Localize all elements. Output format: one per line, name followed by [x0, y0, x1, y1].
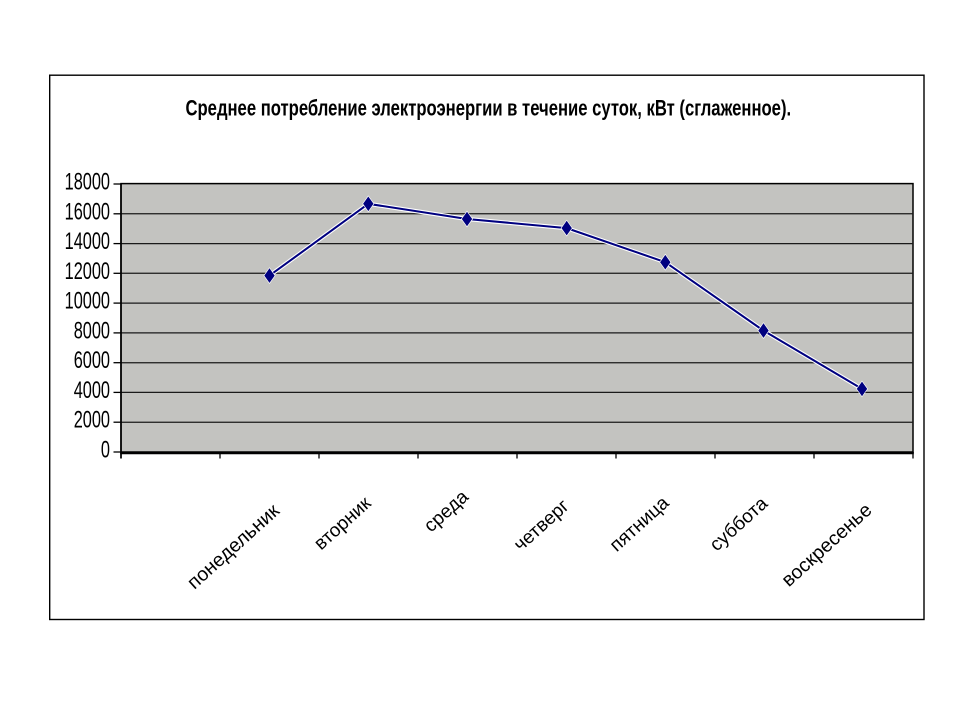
svg-text:0: 0 — [101, 436, 110, 463]
svg-text:12000: 12000 — [65, 258, 110, 285]
svg-text:8000: 8000 — [74, 317, 110, 344]
svg-text:16000: 16000 — [65, 198, 110, 225]
svg-text:2000: 2000 — [74, 407, 110, 434]
svg-text:18000: 18000 — [65, 168, 110, 195]
svg-text:14000: 14000 — [65, 228, 110, 255]
svg-text:4000: 4000 — [74, 377, 110, 404]
svg-text:Среднее потребление электроэне: Среднее потребление электроэнергии в теч… — [185, 97, 791, 122]
svg-text:10000: 10000 — [65, 288, 110, 315]
svg-text:6000: 6000 — [74, 347, 110, 374]
